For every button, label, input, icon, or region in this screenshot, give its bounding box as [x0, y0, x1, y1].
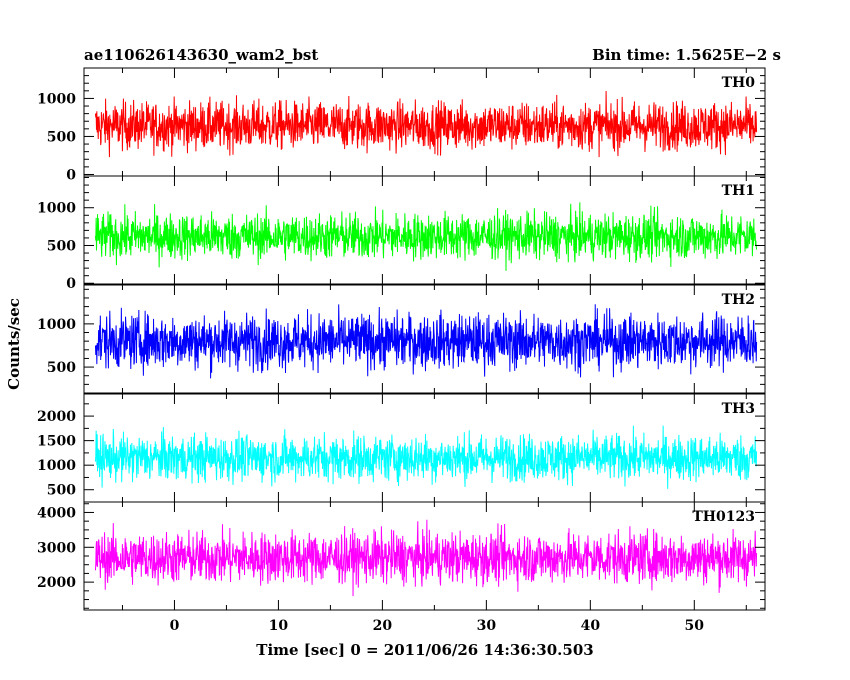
panel-label: TH0 [722, 75, 756, 91]
y-axis-label: Counts/sec [5, 298, 23, 390]
panel-th3: 500 1000 1500 2000 TH3 [37, 393, 766, 503]
y-tick-label: 500 [47, 360, 76, 376]
series-line-th0123 [94, 519, 758, 597]
y-tick-label: 2000 [37, 409, 76, 425]
y-tick-label: 0 [66, 167, 76, 183]
panels-group: 05001000TH005001000TH15001000TH250010001… [37, 67, 766, 634]
series-line-th1 [94, 202, 758, 271]
y-tick-label: 4000 [37, 505, 76, 521]
series-line-th0 [94, 90, 758, 158]
panel-frame [83, 284, 766, 394]
x-axis-label: Time [sec] 0 = 2011/06/26 14:36:30.503 [256, 641, 593, 659]
series-line-th3 [94, 425, 758, 489]
panel-th2: 500 1000 TH2 [37, 284, 766, 394]
y-tick-label: 0 [66, 276, 76, 292]
x-tick-label: 20 [373, 618, 393, 634]
x-tick-label: 30 [477, 618, 497, 634]
y-tick-label: 500 [47, 238, 76, 254]
series-line-th2 [94, 304, 758, 379]
y-tick-label: 1000 [37, 91, 76, 107]
bin-time-label: Bin time: 1.5625E−2 s [592, 46, 781, 64]
panel-label: TH1 [722, 183, 755, 199]
y-tick-label: 2000 [37, 575, 76, 591]
y-tick-label: 1000 [37, 317, 76, 333]
y-tick-label: 1000 [37, 201, 76, 217]
panel-label: TH3 [722, 401, 755, 417]
y-tick-label: 1000 [37, 458, 76, 474]
panel-th1: 0 500 1000 TH1 [37, 175, 766, 292]
y-tick-label: 500 [47, 129, 76, 145]
x-tick-label: 40 [581, 618, 601, 634]
x-tick-label: 10 [269, 618, 289, 634]
panel-label: TH2 [722, 292, 755, 308]
panel-th0: 0 500 1000 TH0 [37, 67, 766, 183]
chart-title: ae110626143630_wam2_bst [84, 46, 318, 64]
panel-label: TH0123 [692, 509, 755, 525]
x-tick-label: 0 [170, 618, 180, 634]
y-tick-label: 500 [47, 483, 76, 499]
y-tick-label: 1500 [37, 434, 76, 450]
panel-th0123: 2000 3000 4000 TH0123 [37, 501, 766, 611]
y-tick-label: 3000 [37, 540, 76, 556]
x-tick-label: 50 [685, 618, 705, 634]
